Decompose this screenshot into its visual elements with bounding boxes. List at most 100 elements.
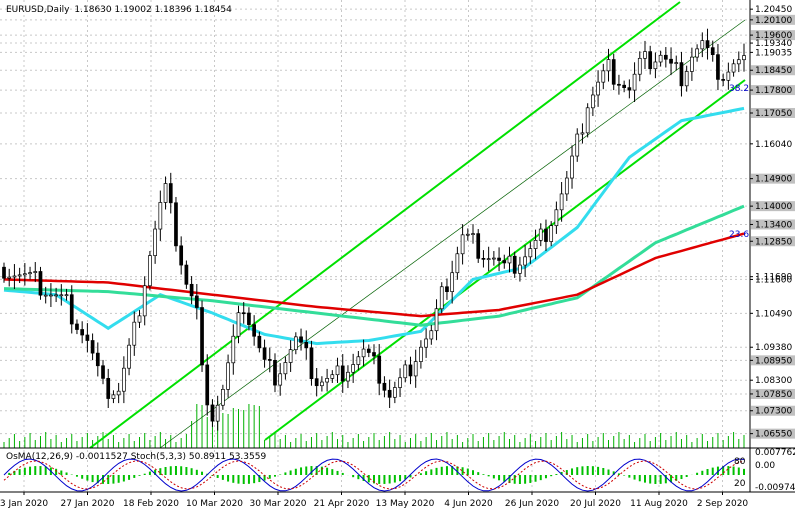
candle-body xyxy=(257,335,262,349)
price-tick-label: 1.07300 xyxy=(755,407,792,417)
price-tick-highlight xyxy=(751,30,795,41)
candle-body xyxy=(679,62,684,87)
candle-body xyxy=(465,233,470,236)
candle-body xyxy=(252,324,256,337)
candle-body xyxy=(533,239,538,249)
price-tick-label: 1.19340 xyxy=(755,39,792,49)
candle-body xyxy=(387,389,392,398)
candle-body xyxy=(320,381,324,387)
candle-body xyxy=(101,365,105,379)
osc-tick-label: -0.009746 xyxy=(755,483,795,493)
candle-body xyxy=(283,362,288,375)
candle-body xyxy=(663,54,668,60)
candle-body xyxy=(194,295,199,308)
candle-body xyxy=(148,255,152,287)
price-tick-label: 1.19035 xyxy=(755,48,792,58)
stoch-main xyxy=(3,458,745,492)
date-tick-label: 18 Feb 2020 xyxy=(123,499,179,509)
candle-body xyxy=(361,348,366,358)
candle-body xyxy=(492,257,496,260)
candle-body xyxy=(49,294,53,297)
candle-body xyxy=(153,228,157,256)
candle-body xyxy=(497,257,501,261)
price-tick-label: 1.11690 xyxy=(755,273,792,283)
price-tick-label: 1.14900 xyxy=(755,175,792,185)
candle-body xyxy=(538,228,543,241)
osc-tick-label: 0.00 xyxy=(755,461,775,471)
price-tick-highlight xyxy=(751,173,795,184)
candle-body xyxy=(695,48,699,58)
candle-body xyxy=(231,335,236,364)
candle-body xyxy=(502,260,507,264)
candle-body xyxy=(450,272,455,292)
candle-body xyxy=(142,285,147,317)
candle-body xyxy=(408,364,413,377)
candle-body xyxy=(419,346,423,362)
candle-body xyxy=(372,352,376,357)
oscillator-label: OsMA(12,26,9) -0.0011527 Stoch(5,3,3) 50… xyxy=(6,452,266,462)
candle-body xyxy=(241,312,246,315)
candle-body xyxy=(481,258,486,260)
candle-body xyxy=(163,183,168,203)
candle-body xyxy=(601,70,606,83)
moving-averages xyxy=(3,106,745,346)
candle-body xyxy=(570,155,574,179)
candle-body xyxy=(684,71,689,87)
date-tick-label: 30 Mar 2020 xyxy=(249,499,306,509)
candle-body xyxy=(174,202,178,247)
date-tick-label: 4 Jun 2020 xyxy=(444,499,493,509)
candle-body xyxy=(439,286,444,310)
candle-body xyxy=(716,54,720,80)
price-tick-label: 1.20450 xyxy=(755,5,792,15)
candle-body xyxy=(669,58,673,64)
candle-body xyxy=(22,273,27,276)
candle-body xyxy=(512,255,517,274)
candle-body xyxy=(455,253,460,274)
price-tick-highlight xyxy=(751,405,795,416)
date-tick-label: 10 Mar 2020 xyxy=(186,499,243,509)
candle-body xyxy=(205,364,210,406)
price-tick-label: 1.20100 xyxy=(755,16,792,26)
candle-body xyxy=(59,294,64,297)
candle-body xyxy=(445,286,449,292)
price-tick-label: 1.06550 xyxy=(755,430,792,440)
candle-body xyxy=(247,312,251,325)
date-tick-label: 26 Jun 2020 xyxy=(505,499,559,509)
candle-body xyxy=(726,71,731,81)
candle-body xyxy=(528,248,533,258)
candle-body xyxy=(471,233,475,235)
candle-body xyxy=(611,59,616,85)
candle-body xyxy=(330,374,335,379)
price-tick-label: 1.09380 xyxy=(755,343,792,353)
trend-channels xyxy=(89,1,746,449)
candle-body xyxy=(340,365,345,382)
price-tick-label: 1.11600 xyxy=(755,275,792,285)
price-tick-label: 1.14000 xyxy=(755,202,792,212)
candle-body xyxy=(742,55,746,61)
candle-body xyxy=(544,228,548,242)
candle-body xyxy=(314,378,319,387)
candle-body xyxy=(606,59,611,72)
candle-body xyxy=(549,225,554,242)
date-tick-label: 27 Jan 2020 xyxy=(61,499,115,509)
candle-body xyxy=(377,355,382,384)
price-tick-highlight xyxy=(751,219,795,230)
candle-body xyxy=(267,359,272,361)
price-tick-label: 1.13400 xyxy=(755,220,792,230)
candle-body xyxy=(132,321,137,346)
volume-bars xyxy=(3,400,745,448)
price-tick-label: 1.16040 xyxy=(755,140,792,150)
price-tick-highlight xyxy=(751,107,795,118)
candle-body xyxy=(637,57,642,75)
price-tick-highlight xyxy=(751,85,795,96)
candle-body xyxy=(622,84,626,88)
candle-body xyxy=(7,276,12,279)
candle-body xyxy=(168,183,173,204)
candle-body xyxy=(731,63,736,73)
price-tick-highlight xyxy=(751,355,795,366)
candle-body xyxy=(434,308,439,332)
candle-body xyxy=(106,378,111,399)
candle-body xyxy=(413,361,418,377)
candle-body xyxy=(221,389,225,406)
